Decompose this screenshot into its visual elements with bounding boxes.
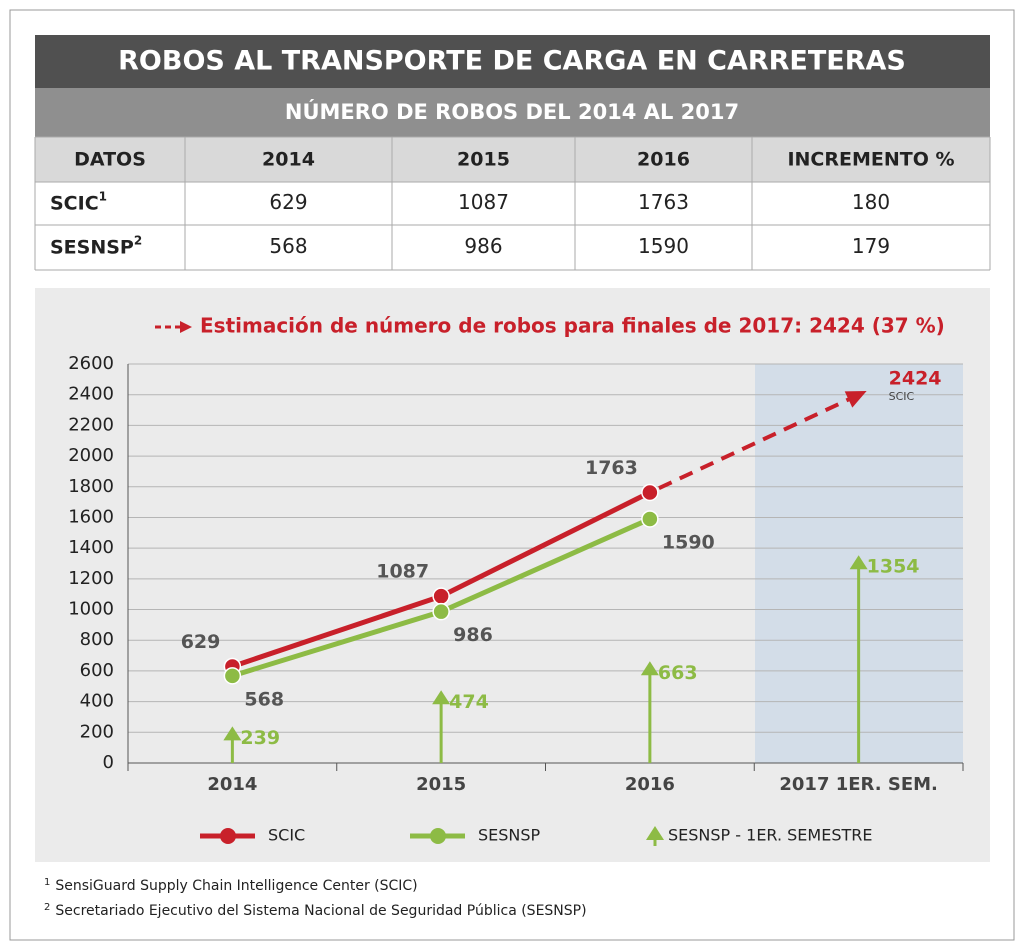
data-label: 663	[658, 662, 698, 684]
legend-label: SCIC	[268, 826, 305, 845]
estimate-line	[658, 394, 857, 491]
y-tick-label: 800	[80, 629, 114, 650]
table-cell: 1763	[638, 190, 689, 214]
legend-arrow-head	[646, 826, 664, 840]
row-label-text: SCIC	[50, 192, 99, 214]
y-tick-label: 1200	[68, 568, 114, 589]
column-header: DATOS	[74, 149, 146, 171]
data-point	[432, 602, 450, 621]
table-cell: 1590	[638, 234, 689, 258]
table-cell: 180	[852, 190, 890, 214]
estimate-note: SCIC	[889, 390, 915, 403]
legend-marker	[220, 828, 236, 844]
y-tick-label: 2400	[68, 384, 114, 405]
y-tick-label: 2200	[68, 414, 114, 435]
semester-arrow-head	[432, 690, 451, 705]
footnote-text: SensiGuard Supply Chain Intelligence Cen…	[55, 878, 417, 894]
data-label: 474	[449, 691, 489, 713]
y-tick-label: 600	[80, 660, 114, 681]
semester-arrow-head	[640, 661, 659, 676]
header-row	[35, 137, 990, 182]
table-cell: 986	[464, 234, 502, 258]
data-label: 1087	[376, 561, 429, 583]
x-tick-label: 2016	[625, 774, 675, 795]
x-tick-label: 2015	[416, 774, 466, 795]
subtitle-bar	[35, 88, 990, 137]
data-point	[432, 587, 450, 605]
table-cell: 568	[269, 234, 307, 258]
data-point	[641, 483, 659, 502]
data-label: 986	[453, 624, 493, 646]
annotation: Estimación de número de robos para final…	[200, 314, 945, 338]
y-tick-label: 2600	[68, 353, 114, 374]
data-label: 239	[240, 727, 280, 749]
semester-arrow-head	[849, 555, 868, 570]
estimate-arrowhead	[844, 391, 867, 408]
y-tick-label: 1000	[68, 599, 114, 620]
annotation-arrowhead	[180, 321, 192, 333]
data-point	[641, 510, 659, 528]
y-tick-label: 400	[80, 691, 114, 712]
title: ROBOS AL TRANSPORTE DE CARGA EN CARRETER…	[118, 46, 906, 77]
column-header: 2014	[262, 149, 315, 171]
y-tick-label: 1800	[68, 476, 114, 497]
data-label: 568	[244, 688, 284, 710]
footnote-mark: 1	[44, 877, 50, 888]
y-tick-label: 1400	[68, 537, 114, 558]
row-label-note: 1	[99, 189, 107, 203]
table-cell: 629	[269, 190, 307, 214]
semester-arrow-head	[223, 726, 242, 741]
legend-label: SESNSP	[478, 826, 541, 845]
row-label-note: 2	[134, 233, 142, 247]
column-header: INCREMENTO %	[787, 149, 954, 171]
x-tick-label: 2014	[207, 774, 257, 795]
data-label: 1590	[662, 531, 715, 553]
legend-label: SESNSP - 1ER. SEMESTRE	[668, 826, 872, 845]
x-tick-label: 2017 1ER. SEM.	[779, 774, 938, 795]
table-cell: 1087	[458, 190, 509, 214]
row-label: SCIC1	[50, 189, 107, 214]
frame	[9, 9, 1015, 941]
y-tick-label: 1600	[68, 506, 114, 527]
y-tick-label: 0	[103, 752, 114, 773]
subtitle: NÚMERO DE ROBOS DEL 2014 AL 2017	[285, 99, 739, 124]
y-tick-label: 200	[80, 721, 114, 742]
data-point	[223, 667, 242, 685]
footnote-text: Secretariado Ejecutivo del Sistema Nacio…	[55, 903, 586, 919]
column-header: 2015	[457, 149, 510, 171]
data-label: 629	[181, 631, 221, 653]
footnote: 2 Secretariado Ejecutivo del Sistema Naci…	[44, 902, 587, 919]
estimate-label: 2424	[889, 368, 942, 390]
data-label: 1763	[585, 457, 638, 479]
y-tick-label: 2000	[68, 445, 114, 466]
table-cell: 179	[852, 234, 890, 258]
row-label-text: SESNSP	[50, 236, 134, 258]
column-header: 2016	[637, 149, 690, 171]
legend-marker	[430, 828, 446, 844]
row-label: SESNSP2	[50, 233, 142, 258]
data-label: 1354	[867, 556, 920, 578]
title-bar	[35, 35, 990, 88]
footnote-mark: 2	[44, 902, 50, 913]
footnote: 1 SensiGuard Supply Chain Intelligence Ce…	[44, 877, 418, 894]
